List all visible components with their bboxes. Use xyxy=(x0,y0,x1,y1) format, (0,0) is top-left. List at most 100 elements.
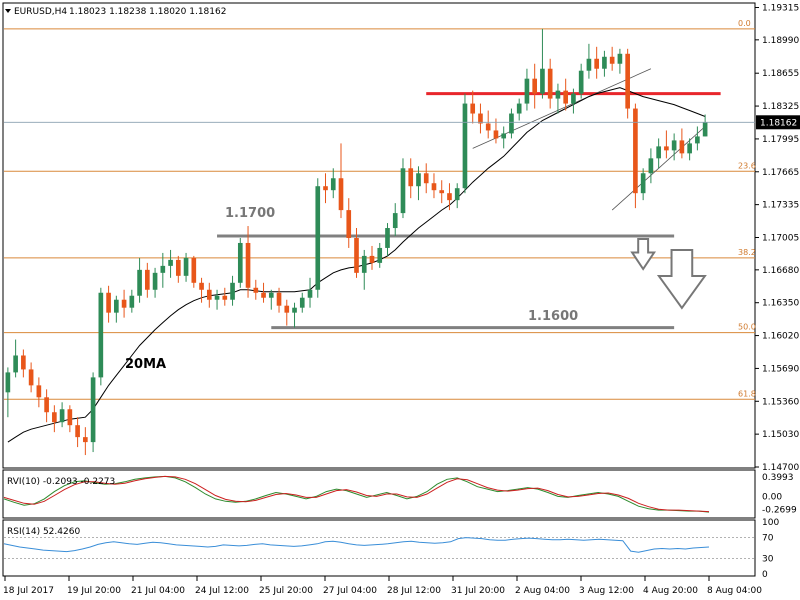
candle-body xyxy=(423,173,429,184)
candle-body xyxy=(454,188,460,201)
candle-body xyxy=(493,130,499,139)
candle-body xyxy=(431,183,437,191)
y-tick-label: 1.15360 xyxy=(762,397,799,407)
candle-body xyxy=(307,289,313,298)
x-tick-label: 18 Jul 2017 xyxy=(3,586,54,596)
candle-body xyxy=(695,136,700,144)
candle-body xyxy=(299,297,305,308)
candle-body xyxy=(656,146,661,159)
candle-body xyxy=(75,425,80,438)
candle-body xyxy=(13,355,18,373)
candle-body xyxy=(160,265,166,273)
rvi-tick-label: -0.2699 xyxy=(762,506,797,516)
rsi-panel-frame xyxy=(2,519,756,577)
x-tick-label: 8 Aug 04:00 xyxy=(707,586,762,596)
y-tick-label: 1.16680 xyxy=(762,266,799,276)
candle-body xyxy=(563,90,568,104)
small-down-arrow-icon xyxy=(630,237,657,271)
y-tick-label: 1.19315 xyxy=(762,3,799,13)
current-price-label: 1.18162 xyxy=(760,118,797,128)
candle-body xyxy=(261,292,266,298)
candle-body xyxy=(222,295,228,300)
candle-body xyxy=(36,385,42,398)
rsi-tick-label: 0 xyxy=(762,570,768,580)
candle-body xyxy=(524,78,530,104)
candle-body xyxy=(609,56,615,64)
candle-body xyxy=(90,377,96,443)
rvi-line xyxy=(3,475,710,513)
candle-body xyxy=(28,369,34,386)
candle-body xyxy=(625,53,630,109)
x-tick-label: 3 Aug 12:00 xyxy=(579,586,634,596)
rsi-line xyxy=(3,537,710,553)
candle-body xyxy=(137,269,142,296)
menu-triangle-icon[interactable] xyxy=(5,9,11,13)
level-1700-label: 1.1700 xyxy=(225,206,275,221)
candle-body xyxy=(687,143,692,154)
candle-body xyxy=(152,272,158,290)
candle-body xyxy=(354,237,359,273)
candle-body xyxy=(292,307,297,313)
large-down-arrow-icon xyxy=(656,248,707,310)
candle-body xyxy=(67,409,73,426)
candle-body xyxy=(447,193,452,201)
candle-body xyxy=(175,259,181,276)
x-tick-label: 2 Aug 04:00 xyxy=(515,586,570,596)
candle-body xyxy=(230,282,235,300)
candle-body xyxy=(470,103,476,114)
candle-body xyxy=(44,397,49,413)
candle-body xyxy=(106,292,111,313)
level-1600-label: 1.1600 xyxy=(528,309,578,324)
candle-body xyxy=(439,190,445,194)
candle-body xyxy=(199,282,204,290)
y-tick-label: 1.17995 xyxy=(762,135,799,145)
y-tick-label: 1.17335 xyxy=(762,201,799,211)
candle-body xyxy=(206,289,212,300)
indicators xyxy=(3,475,755,559)
candle-body xyxy=(377,247,383,263)
candle-body xyxy=(323,186,328,191)
candle-body xyxy=(532,78,538,94)
candle-body xyxy=(702,122,708,137)
candle-body xyxy=(578,70,584,94)
candle-body xyxy=(594,58,599,69)
fibonacci-levels: 0.0 23.6 38.2 50.0 61.8 xyxy=(4,19,756,400)
x-tick-label: 31 Jul 20:00 xyxy=(451,586,505,596)
x-tick-label: 19 Jul 20:00 xyxy=(67,586,121,596)
axes: 1.19315 1.18990 1.18655 1.18325 1.17995 1.176… xyxy=(3,3,800,596)
x-tick-label: 27 Jul 04:00 xyxy=(323,586,377,596)
candle-body xyxy=(59,409,65,423)
x-tick-label: 24 Jul 12:00 xyxy=(195,586,249,596)
x-tick-label: 4 Aug 20:00 xyxy=(643,586,698,596)
candle-body xyxy=(462,103,468,189)
ohlc-label: 1.18023 1.18238 1.18020 1.18162 xyxy=(69,7,226,17)
candle-body xyxy=(485,123,491,131)
candle-body xyxy=(664,146,669,151)
candle-body xyxy=(268,292,274,298)
fib-label: 61.8 xyxy=(738,389,756,398)
candle-body xyxy=(168,259,173,266)
candle-body xyxy=(121,299,127,308)
candle-body xyxy=(253,287,259,293)
candle-body xyxy=(571,93,576,104)
x-tick-label: 21 Jul 04:00 xyxy=(131,586,185,596)
candle-body xyxy=(679,140,685,154)
candle-body xyxy=(586,58,592,71)
rvi-line xyxy=(3,475,710,513)
rsi-tick-label: 70 xyxy=(762,534,774,544)
fib-label: 38.2 xyxy=(738,248,756,257)
candle-body xyxy=(191,257,197,283)
candle-body xyxy=(416,173,421,187)
candle-body xyxy=(392,213,398,229)
candle-body xyxy=(547,68,553,99)
x-tick-label: 28 Jul 12:00 xyxy=(387,586,441,596)
candle-body xyxy=(478,113,483,124)
candle-body xyxy=(5,372,11,393)
rvi-title: RVI(10) -0.2093 -0.2273 xyxy=(7,477,115,487)
y-tick-label: 1.18325 xyxy=(762,102,799,112)
candle-body xyxy=(408,168,414,187)
candle-body xyxy=(21,355,26,370)
y-tick-label: 1.17005 xyxy=(762,233,799,243)
candle-body xyxy=(555,90,561,99)
